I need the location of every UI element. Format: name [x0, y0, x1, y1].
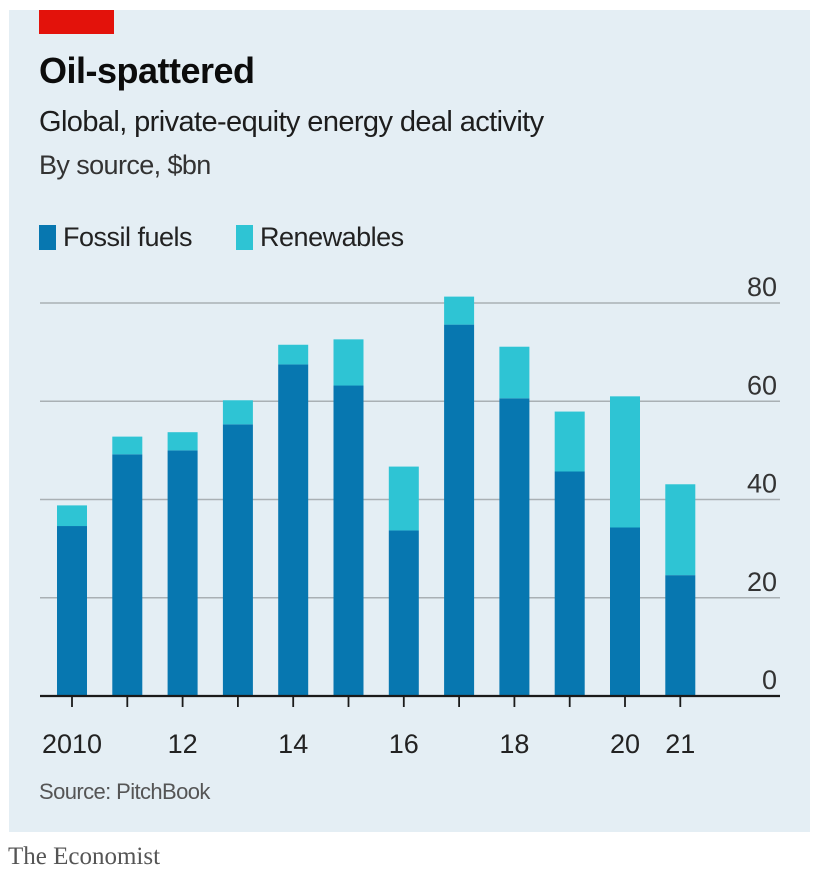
legend: Fossil fuels Renewables — [39, 222, 448, 253]
y-tick-label-0: 0 — [762, 665, 777, 695]
bar-fossil-fuels-2016 — [388, 530, 419, 696]
bar-renewables-2011 — [112, 436, 143, 455]
legend-item-renewables: Renewables — [236, 222, 404, 253]
chart-title: Oil-spattered — [39, 50, 255, 91]
y-tick-label-40: 40 — [747, 469, 777, 499]
bar-fossil-fuels-2015 — [333, 385, 364, 696]
bar-fossil-fuels-2019 — [554, 471, 585, 696]
legend-label-renewables: Renewables — [260, 222, 404, 252]
x-tick-label-2014: 14 — [278, 729, 308, 759]
bar-fossil-fuels-2013 — [222, 424, 253, 696]
y-tick-label-60: 60 — [747, 370, 777, 400]
source-note: Source: PitchBook — [39, 779, 210, 804]
chart-subtitle: Global, private-equity energy deal activ… — [39, 106, 544, 138]
bar-renewables-2021 — [665, 484, 696, 576]
bar-fossil-fuels-2012 — [167, 450, 198, 696]
legend-label-fossil-fuels: Fossil fuels — [63, 222, 193, 252]
bar-fossil-fuels-2011 — [112, 454, 143, 696]
bar-renewables-2018 — [499, 346, 530, 399]
y-tick-label-80: 80 — [747, 272, 777, 302]
bar-fossil-fuels-2017 — [444, 324, 475, 696]
bar-fossil-fuels-2020 — [610, 527, 640, 696]
bars — [57, 296, 696, 696]
x-tick-label-2021: 21 — [665, 729, 695, 759]
bar-renewables-2012 — [167, 432, 198, 451]
bar-fossil-fuels-2014 — [278, 364, 309, 696]
bar-renewables-2015 — [333, 339, 364, 386]
bar-fossil-fuels-2018 — [499, 398, 530, 696]
x-tick-label-2020: 20 — [610, 729, 640, 759]
bar-renewables-2010 — [57, 505, 87, 527]
economist-red-tag — [39, 10, 114, 34]
x-tick-label-2010: 2010 — [42, 729, 102, 759]
y-tick-label-20: 20 — [747, 567, 777, 597]
x-tick-label-2012: 12 — [168, 729, 198, 759]
chart-unit-note: By source, $bn — [39, 150, 211, 180]
bar-renewables-2020 — [610, 396, 640, 528]
bar-renewables-2014 — [278, 344, 309, 365]
brand-wordmark: The Economist — [8, 843, 161, 870]
bar-fossil-fuels-2021 — [665, 575, 696, 696]
bar-fossil-fuels-2010 — [57, 526, 87, 696]
x-axis-labels: 2010 12 14 16 18 20 21 — [42, 729, 695, 759]
bar-renewables-2019 — [554, 411, 585, 472]
bar-renewables-2017 — [444, 296, 475, 325]
legend-swatch-renewables — [236, 225, 254, 250]
legend-swatch-fossil-fuels — [39, 225, 56, 250]
x-tick-label-2018: 18 — [499, 729, 529, 759]
y-axis-labels: 0 20 40 60 80 — [747, 272, 777, 695]
x-axis — [40, 694, 780, 707]
x-tick-label-2016: 16 — [389, 729, 419, 759]
bar-renewables-2016 — [388, 466, 419, 531]
legend-item-fossil-fuels: Fossil fuels — [39, 222, 193, 253]
bar-renewables-2013 — [222, 400, 253, 425]
